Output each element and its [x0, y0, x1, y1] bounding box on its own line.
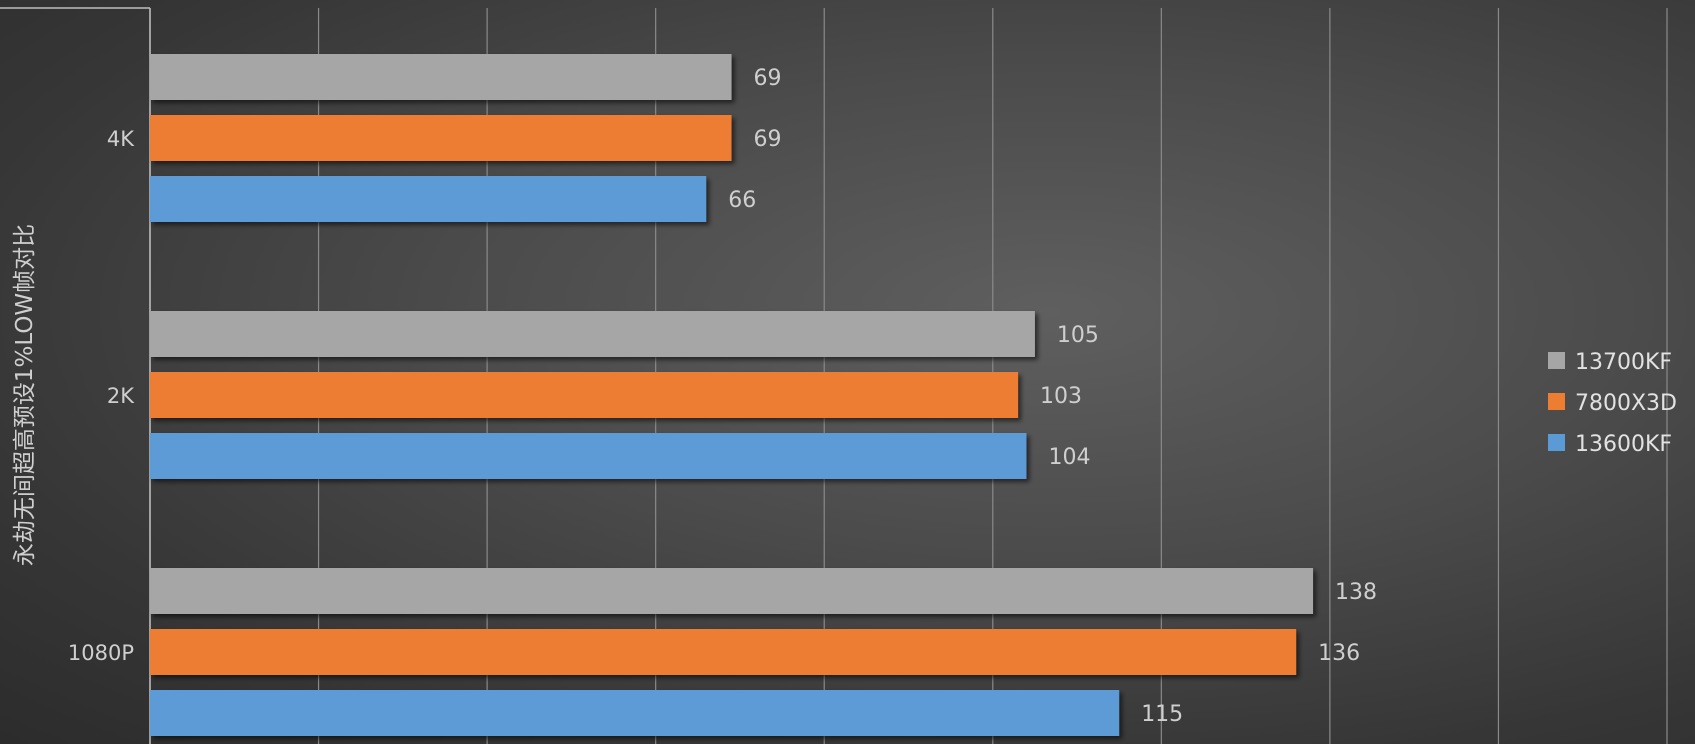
- legend-label: 7800X3D: [1575, 391, 1677, 416]
- legend-label: 13700KF: [1575, 350, 1672, 375]
- bar-1080P-13600KF: [150, 690, 1120, 736]
- bar-2K-13700KF: [150, 311, 1035, 357]
- legend-swatch: [1548, 434, 1565, 451]
- legend-swatch: [1548, 352, 1565, 369]
- bars: [150, 54, 1314, 736]
- y-axis-title: 永劫无间超高预设1%LOW帧对比: [12, 224, 38, 566]
- bar-4K-13600KF: [150, 176, 707, 222]
- legend-swatch: [1548, 393, 1565, 410]
- legend: 13700KF 7800X3D 13600KF: [1548, 350, 1677, 457]
- bar-1080P-13700KF: [150, 568, 1314, 614]
- category-label: 4K: [107, 127, 135, 151]
- data-label: 104: [1048, 445, 1090, 470]
- legend-label: 13600KF: [1575, 432, 1672, 457]
- data-label: 115: [1141, 702, 1183, 727]
- data-label: 66: [728, 188, 756, 213]
- category-label: 1080P: [68, 641, 134, 665]
- bar-2K-13600KF: [150, 433, 1027, 479]
- bar-4K-13700KF: [150, 54, 732, 100]
- category-label: 2K: [107, 384, 135, 408]
- data-label: 69: [754, 127, 782, 152]
- bar-2K-7800X3D: [150, 372, 1019, 418]
- bar-4K-7800X3D: [150, 115, 732, 161]
- bar-1080P-7800X3D: [150, 629, 1297, 675]
- data-labels: 69 69 66 105 103 104 138 136 115: [728, 66, 1377, 727]
- data-label: 69: [754, 66, 782, 91]
- data-label: 103: [1040, 384, 1082, 409]
- category-labels: 4K 2K 1080P: [68, 127, 135, 665]
- data-label: 105: [1057, 323, 1099, 348]
- data-label: 136: [1318, 641, 1360, 666]
- data-label: 138: [1335, 580, 1377, 605]
